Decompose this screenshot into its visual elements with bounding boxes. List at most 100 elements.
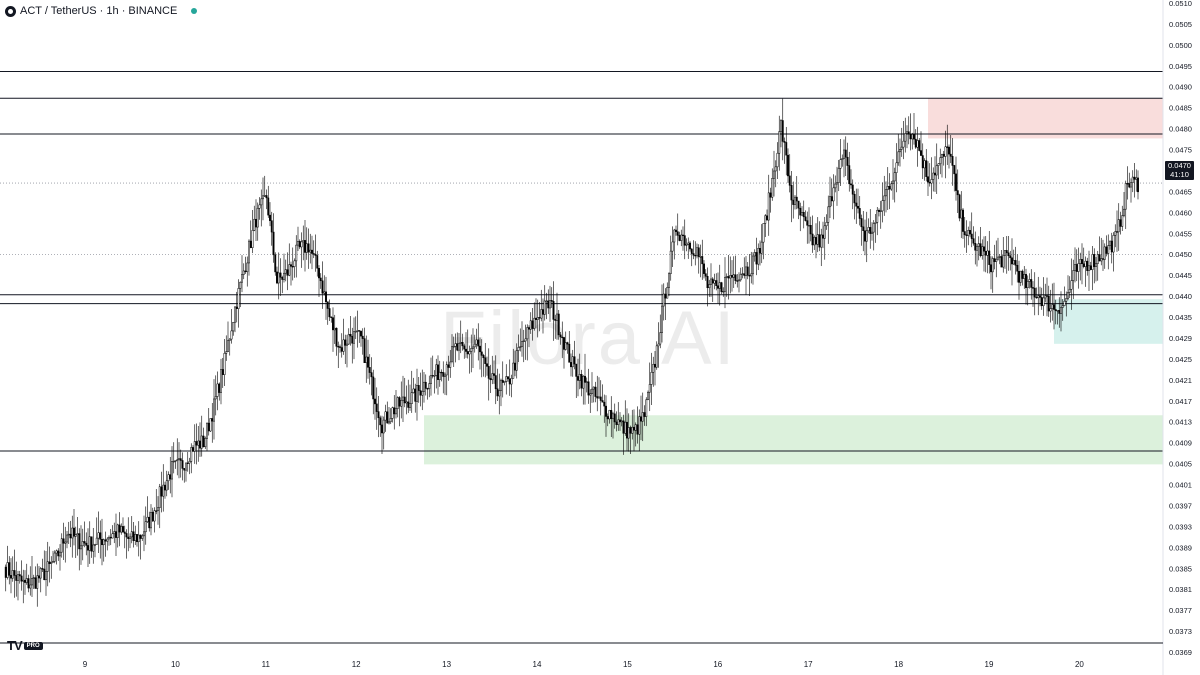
candle-body [496, 388, 499, 397]
candle-body [958, 194, 961, 219]
candle-body [1028, 279, 1031, 282]
candle-body [248, 240, 250, 264]
candle-body [162, 484, 165, 497]
chart-header: ACT / TetherUS · 1h · BINANCE [5, 4, 198, 18]
y-tick-label: 0.0455 [1169, 229, 1192, 238]
candle-body [500, 379, 502, 391]
candle-body [171, 461, 173, 480]
candle-body [678, 235, 681, 241]
candle-body [753, 252, 756, 257]
candle-body [109, 536, 112, 539]
candle-body [657, 343, 660, 347]
candle-body [263, 195, 266, 197]
candle-body [234, 306, 236, 323]
candle-body [783, 141, 786, 143]
candle-body [858, 208, 861, 219]
candle-body [851, 184, 854, 195]
candle-body [214, 396, 217, 400]
candle-body [95, 537, 98, 545]
candle-body [599, 396, 602, 401]
candle-body [899, 148, 901, 153]
candle-body [169, 474, 172, 480]
candle-body [482, 355, 485, 359]
candle-body [374, 398, 376, 405]
candle-body [155, 510, 158, 512]
candle-body [218, 383, 221, 393]
tradingview-logo[interactable]: TV PRO [7, 638, 43, 653]
candle-body [701, 256, 704, 265]
candle-body [1000, 256, 1003, 268]
bar-countdown: 41:10 [1170, 170, 1189, 179]
supply-zone [928, 98, 1163, 139]
candle-body [209, 418, 212, 432]
candle-body [365, 356, 368, 363]
candle-body [997, 256, 999, 260]
candle-body [554, 319, 557, 321]
candle-body [626, 421, 628, 439]
candle-body [370, 372, 373, 378]
candle-body [890, 183, 893, 190]
candle-body [860, 218, 863, 228]
candle-body [260, 198, 263, 206]
candle-body [139, 534, 142, 539]
candle-body [24, 579, 26, 583]
candle-body [893, 172, 896, 182]
candle-body [673, 229, 676, 243]
candle-body [563, 337, 565, 350]
candle-body [48, 561, 51, 564]
candle-body [1009, 255, 1012, 259]
y-tick-label: 0.0389 [1169, 543, 1192, 552]
candle-body [944, 146, 947, 157]
y-tick-label: 0.0475 [1169, 146, 1192, 155]
candle-body [762, 223, 765, 243]
candle-body [1047, 295, 1050, 312]
candle-body [386, 411, 389, 424]
candle-body [426, 388, 429, 390]
candle-body [556, 313, 558, 321]
candle-body [325, 291, 327, 303]
symbol-label[interactable]: ACT / TetherUS · 1h · BINANCE [20, 5, 178, 17]
y-tick-label: 0.0413 [1169, 418, 1192, 427]
candle-body [242, 270, 245, 275]
candle-body [1007, 252, 1010, 257]
tv-logo-icon: TV [7, 638, 23, 653]
candles [4, 98, 1139, 607]
candle-body [195, 441, 198, 446]
candle-body [396, 397, 399, 409]
candle-body [568, 343, 571, 363]
y-tick-label: 0.0435 [1169, 313, 1192, 322]
candle-body [326, 301, 329, 309]
candle-body [573, 356, 576, 365]
candle-body [293, 260, 296, 267]
candle-body [486, 363, 488, 367]
candle-body [64, 541, 67, 544]
candle-body [228, 338, 231, 341]
candle-body [708, 284, 711, 289]
coin-logo-icon [5, 5, 16, 17]
y-tick-label: 0.0450 [1169, 250, 1192, 259]
candle-body [1060, 307, 1062, 314]
y-tick-label: 0.0401 [1169, 481, 1192, 490]
candle-body [939, 157, 942, 165]
candle-body [843, 149, 845, 159]
candle-body [538, 317, 541, 319]
candle-body [578, 374, 581, 381]
candle-body [960, 209, 963, 219]
candle-body [778, 131, 781, 154]
candle-body [1044, 295, 1047, 299]
candle-body [144, 521, 147, 533]
candle-body [304, 240, 306, 253]
candle-body [333, 327, 336, 331]
candle-body [680, 234, 683, 241]
candle-body [356, 330, 359, 332]
candle-body [839, 159, 842, 169]
candle-body [132, 531, 135, 541]
candle-body [867, 227, 870, 232]
candle-body [1117, 219, 1120, 233]
candle-body [286, 269, 289, 276]
candle-body [631, 426, 634, 434]
x-tick-label: 11 [262, 660, 271, 669]
candle-body [125, 533, 128, 538]
candle-body [29, 584, 32, 589]
